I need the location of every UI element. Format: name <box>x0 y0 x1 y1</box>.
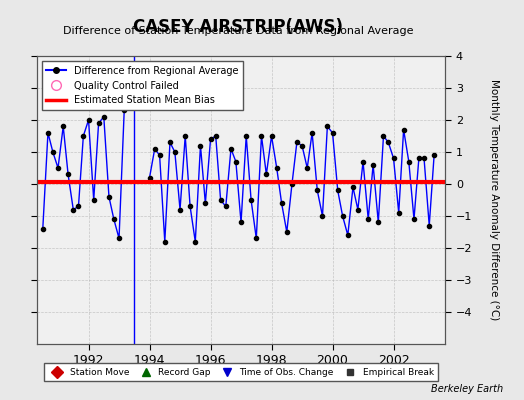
Text: Berkeley Earth: Berkeley Earth <box>431 384 503 394</box>
Text: CASEY AIRSTRIP(AWS): CASEY AIRSTRIP(AWS) <box>134 18 343 36</box>
Legend: Station Move, Record Gap, Time of Obs. Change, Empirical Break: Station Move, Record Gap, Time of Obs. C… <box>43 363 439 381</box>
Text: Difference of Station Temperature Data from Regional Average: Difference of Station Temperature Data f… <box>63 26 413 36</box>
Y-axis label: Monthly Temperature Anomaly Difference (°C): Monthly Temperature Anomaly Difference (… <box>489 79 499 321</box>
